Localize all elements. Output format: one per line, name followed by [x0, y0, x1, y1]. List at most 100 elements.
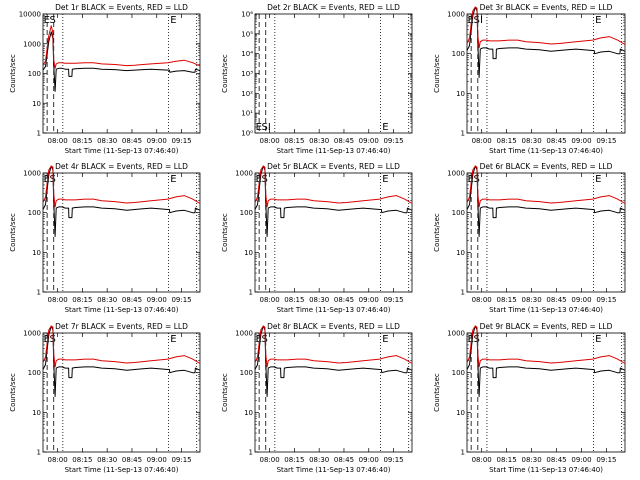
marker-label-e: E	[256, 122, 262, 133]
y-tick-label: 1000	[447, 330, 465, 338]
lld-series-line	[466, 325, 626, 368]
y-tick-label: 1000	[23, 170, 41, 178]
x-tick-label: 08:45	[334, 296, 354, 304]
marker-label-i: I	[268, 122, 271, 133]
marker-label-i: E	[170, 15, 176, 26]
y-tick-label: 100	[240, 209, 253, 217]
panel-title: Det 9r BLACK = Events, RED = LLD	[480, 322, 613, 331]
y-tick-label: 10⁰	[241, 130, 253, 138]
panel-det-2: Det 2r BLACK = Events, RED = LLD 10⁰ 10¹ 10…	[221, 3, 413, 155]
marker-label-i: E	[595, 174, 601, 185]
y-tick-label: 10	[32, 249, 41, 257]
y-axis-label: Counts/sec	[433, 373, 441, 412]
panel-det-5: Det 5r BLACK = Events, RED = LLD 1 10 100 10…	[221, 162, 413, 314]
y-tick-label: 1	[249, 449, 253, 457]
y-tick-label: 1	[461, 449, 465, 457]
y-axis-label: Counts/sec	[433, 213, 441, 252]
y-tick-label: 100	[28, 209, 41, 217]
x-tick-label: 09:00	[359, 456, 379, 464]
x-axis-label: Start Time (11-Sep-13 07:46:40)	[277, 466, 391, 474]
x-tick-label: 09:15	[383, 296, 403, 304]
marker-label-e: E	[256, 334, 262, 345]
marker-label-s: S	[473, 334, 479, 345]
y-axis-label: Counts/sec	[9, 373, 17, 412]
events-series-line	[466, 325, 626, 397]
marker-label-s: S	[473, 15, 479, 26]
y-tick-label: 1	[37, 130, 41, 138]
x-tick-label: 09:00	[359, 296, 379, 304]
x-tick-label: 08:45	[334, 456, 354, 464]
x-tick-label: 08:00	[259, 137, 279, 145]
y-tick-label: 10	[32, 100, 41, 108]
y-tick-label: 100	[28, 70, 41, 78]
x-tick-label: 08:30	[521, 137, 541, 145]
axes-frame	[254, 172, 413, 293]
lld-series-line	[466, 6, 626, 49]
x-axis-label: Start Time (11-Sep-13 07:46:40)	[277, 147, 391, 155]
x-tick-label: 08:15	[497, 296, 517, 304]
lld-series-line	[466, 165, 626, 208]
x-tick-label: 09:15	[383, 137, 403, 145]
marker-label-i: E	[170, 334, 176, 345]
y-tick-label: 10³	[241, 70, 253, 78]
marker-label-s: S	[261, 334, 267, 345]
y-tick-label: 10	[32, 409, 41, 417]
y-tick-label: 100	[240, 369, 253, 377]
y-tick-label: 100	[452, 50, 465, 58]
axes-frame	[254, 332, 413, 453]
axes-frame	[466, 172, 626, 293]
events-series-line	[466, 6, 626, 78]
y-tick-label: 1	[249, 289, 253, 297]
x-tick-label: 08:30	[309, 137, 329, 145]
marker-label-e: E	[256, 174, 262, 185]
marker-label-e: E	[468, 15, 474, 26]
y-tick-label: 100	[28, 369, 41, 377]
marker-label-s: S	[49, 174, 55, 185]
x-tick-label: 08:45	[122, 296, 142, 304]
marker-label-e: E	[44, 15, 50, 26]
panel-det-3: Det 3r BLACK = Events, RED = LLD 1 10 100 10…	[433, 3, 626, 155]
x-axis-label: Start Time (11-Sep-13 07:46:40)	[65, 306, 179, 314]
x-tick-label: 08:15	[284, 296, 304, 304]
marker-label-s: S	[49, 15, 55, 26]
y-tick-label: 10000	[19, 11, 41, 19]
panel-det-6: Det 6r BLACK = Events, RED = LLD 1 10 100 10…	[433, 162, 626, 314]
y-tick-label: 10⁶	[241, 11, 253, 19]
x-tick-label: 08:15	[72, 137, 92, 145]
x-tick-label: 08:30	[521, 296, 541, 304]
x-axis-label: Start Time (11-Sep-13 07:46:40)	[489, 147, 603, 155]
panel-det-7: Det 7r BLACK = Events, RED = LLD 1 10 100 10…	[9, 322, 201, 474]
y-tick-label: 100	[452, 209, 465, 217]
x-tick-label: 08:00	[47, 456, 67, 464]
x-tick-label: 08:45	[334, 137, 354, 145]
x-tick-label: 08:45	[546, 296, 566, 304]
y-axis-label: Counts/sec	[433, 54, 441, 93]
panel-det-1: Det 1r BLACK = Events, RED = LLD 1 10 100 10…	[9, 3, 201, 155]
marker-label-i: E	[595, 334, 601, 345]
x-tick-label: 09:15	[383, 456, 403, 464]
marker-label-i: E	[382, 174, 388, 185]
x-tick-label: 08:45	[546, 456, 566, 464]
y-tick-label: 1000	[447, 11, 465, 19]
y-axis-label: Counts/sec	[221, 54, 229, 93]
x-tick-label: 09:15	[596, 456, 616, 464]
x-tick-label: 08:30	[97, 456, 117, 464]
x-tick-label: 08:00	[47, 296, 67, 304]
x-tick-label: 08:30	[97, 137, 117, 145]
x-tick-label: 09:00	[147, 137, 167, 145]
y-tick-label: 1	[37, 449, 41, 457]
x-tick-label: 08:00	[472, 137, 492, 145]
x-tick-label: 08:30	[521, 456, 541, 464]
axes-frame	[42, 332, 201, 453]
panel-title: Det 7r BLACK = Events, RED = LLD	[55, 322, 188, 331]
x-tick-label: 08:30	[309, 296, 329, 304]
events-series-line	[466, 165, 626, 237]
axes-frame	[42, 13, 201, 134]
y-tick-label: 10⁴	[241, 50, 253, 58]
marker-label-s: S	[261, 122, 267, 133]
x-tick-label: 09:00	[147, 456, 167, 464]
axes-frame	[466, 332, 626, 453]
y-tick-label: 1	[461, 130, 465, 138]
events-series-line	[42, 325, 201, 397]
marker-label-e: E	[468, 334, 474, 345]
